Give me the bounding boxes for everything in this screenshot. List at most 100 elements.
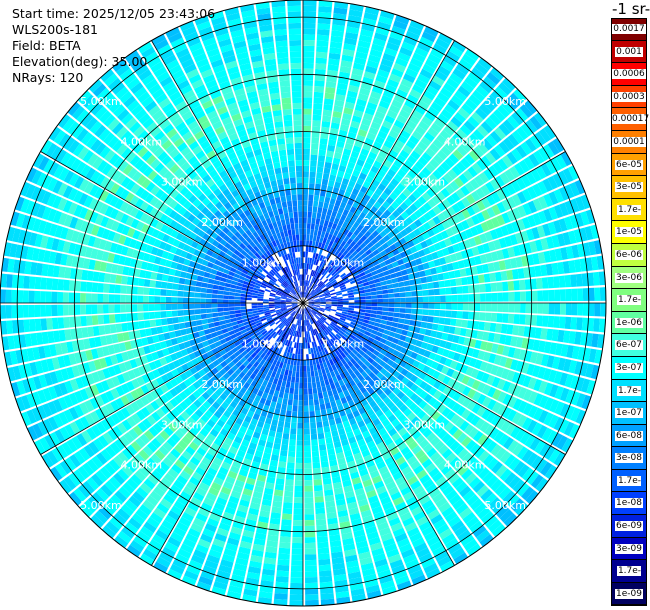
range-gate xyxy=(391,99,403,109)
range-gate xyxy=(318,553,330,560)
range-gate xyxy=(341,177,350,186)
range-gate xyxy=(314,303,321,305)
range-gate xyxy=(546,328,554,341)
range-gate xyxy=(343,107,354,115)
range-gate xyxy=(457,303,464,311)
range-gate xyxy=(590,224,599,240)
range-gate xyxy=(46,277,53,290)
range-gate xyxy=(405,349,413,357)
range-gate xyxy=(433,309,441,317)
range-gate xyxy=(324,292,331,296)
range-gate xyxy=(399,334,407,342)
range-gate xyxy=(582,288,589,301)
range-gate xyxy=(160,296,166,303)
range-gate xyxy=(337,170,345,178)
range-gate xyxy=(315,334,320,341)
range-gate xyxy=(586,379,596,395)
range-gate xyxy=(372,141,383,150)
range-gate xyxy=(447,378,456,388)
range-gate xyxy=(319,325,325,331)
range-gate xyxy=(378,491,390,500)
range-gate xyxy=(440,464,453,476)
range-gate xyxy=(358,289,366,294)
range-gate xyxy=(370,121,381,131)
range-gate xyxy=(444,141,456,153)
range-gate xyxy=(473,235,482,246)
range-gate xyxy=(304,268,307,275)
range-gate xyxy=(394,139,405,149)
range-gate xyxy=(355,265,363,272)
range-gate xyxy=(451,203,461,214)
range-gate xyxy=(469,178,480,190)
range-gate xyxy=(322,237,328,245)
range-gate xyxy=(384,84,397,94)
range-gate xyxy=(428,80,442,92)
range-gate xyxy=(400,446,411,456)
range-gate xyxy=(353,377,361,385)
range-gate xyxy=(580,194,591,210)
range-gate xyxy=(310,269,314,276)
range-gate xyxy=(293,508,303,515)
range-gate xyxy=(507,382,517,395)
range-gate xyxy=(322,373,328,381)
range-gate xyxy=(460,534,475,547)
range-gate xyxy=(160,311,167,318)
range-gate xyxy=(316,40,329,47)
range-gate xyxy=(178,277,186,285)
range-gate xyxy=(461,103,474,115)
range-gate xyxy=(364,288,371,293)
range-gate xyxy=(80,292,86,303)
range-gate xyxy=(560,303,566,315)
range-gate xyxy=(311,309,317,314)
range-gate xyxy=(536,277,543,290)
range-gate xyxy=(376,105,388,115)
range-gate xyxy=(570,407,581,422)
range-gate xyxy=(329,277,336,283)
range-gate xyxy=(417,362,426,371)
range-gate xyxy=(386,359,395,367)
range-gate xyxy=(211,303,218,308)
range-gate xyxy=(445,452,457,464)
range-gate xyxy=(363,285,370,290)
range-gate xyxy=(303,22,316,29)
range-gate xyxy=(370,146,380,155)
range-gate xyxy=(445,184,455,195)
range-gate xyxy=(465,456,478,468)
range-gate xyxy=(437,65,451,77)
range-gate xyxy=(379,125,390,135)
range-gate xyxy=(114,284,121,294)
range-gate xyxy=(306,234,310,241)
range-gate xyxy=(314,328,319,335)
range-gate xyxy=(455,188,466,200)
range-gate xyxy=(303,377,308,384)
range-gate xyxy=(533,407,544,421)
range-gate xyxy=(416,314,423,321)
range-gate xyxy=(228,307,235,311)
range-gate xyxy=(511,371,521,384)
range-gate xyxy=(501,199,512,211)
range-gate xyxy=(275,402,282,410)
range-gate xyxy=(439,418,450,429)
range-gate xyxy=(325,281,331,287)
range-gate xyxy=(297,428,303,435)
range-gate xyxy=(472,146,485,158)
range-gate xyxy=(495,323,502,333)
range-gate xyxy=(340,415,349,423)
range-gate xyxy=(115,323,123,333)
range-gate xyxy=(407,357,416,366)
range-gate xyxy=(432,169,443,180)
range-gate xyxy=(178,316,185,323)
range-gate xyxy=(369,470,380,479)
range-gate xyxy=(51,291,58,303)
range-gate xyxy=(345,338,352,345)
range-gate xyxy=(370,353,378,361)
range-gate xyxy=(467,166,478,178)
range-gate xyxy=(462,311,469,320)
range-gate xyxy=(320,592,335,600)
range-gate xyxy=(330,424,338,432)
range-gate xyxy=(564,316,572,330)
range-gate xyxy=(496,378,506,390)
range-gate xyxy=(313,277,318,284)
range-gate xyxy=(427,367,436,377)
range-gate xyxy=(464,76,478,89)
